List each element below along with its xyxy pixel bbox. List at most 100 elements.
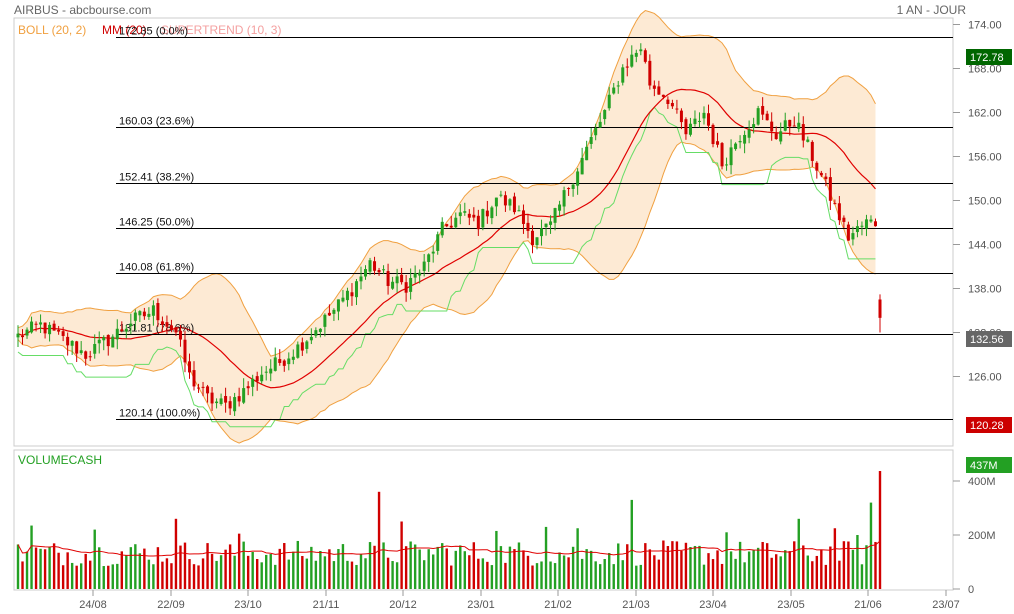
- candle: [327, 304, 331, 316]
- candle: [57, 325, 61, 335]
- candle: [111, 334, 115, 348]
- candle: [273, 347, 277, 372]
- volume-bar: [729, 551, 733, 589]
- candle: [75, 340, 79, 362]
- candle: [409, 268, 413, 300]
- candle: [797, 112, 801, 133]
- volume-bar: [152, 564, 155, 589]
- volume-bar: [386, 557, 390, 589]
- volume-bar: [608, 552, 611, 589]
- candle: [697, 112, 701, 128]
- legend-mm[interactable]: MM (20): [102, 23, 147, 37]
- volume-bar: [246, 555, 250, 589]
- candle: [494, 197, 498, 217]
- candle-body: [305, 341, 309, 349]
- candle: [530, 225, 534, 254]
- volume-bars: [16, 471, 882, 589]
- volume-bar: [779, 556, 782, 589]
- candle: [359, 266, 363, 290]
- volume-bar: [847, 541, 850, 589]
- candle-body: [291, 356, 295, 360]
- candle-body: [219, 398, 223, 405]
- volume-panel: [13, 449, 954, 591]
- volume-bar: [603, 559, 606, 589]
- candle: [693, 110, 697, 127]
- candle: [765, 110, 769, 121]
- candle-body: [57, 329, 61, 332]
- candle: [770, 112, 774, 141]
- volume-bar: [802, 545, 805, 589]
- candle: [521, 204, 525, 234]
- candle-body: [864, 219, 868, 229]
- legend-boll[interactable]: BOLL (20, 2): [18, 23, 87, 37]
- candle-body: [327, 312, 331, 316]
- candle: [133, 309, 137, 330]
- volume-bar: [711, 559, 715, 589]
- x-tick-label: 23/01: [467, 599, 495, 611]
- supertrend-segment: [17, 106, 876, 428]
- last-price-badge: 132.56: [966, 331, 1012, 347]
- candles: [16, 43, 882, 416]
- candle: [526, 214, 530, 239]
- volume-bar: [472, 542, 476, 589]
- candle: [756, 105, 760, 126]
- high-price-badge: 172.78: [966, 49, 1012, 65]
- candle-body: [476, 215, 480, 230]
- candle: [540, 219, 544, 246]
- volume-bar: [283, 543, 286, 589]
- volume-bar: [70, 562, 74, 589]
- bollinger-upper: [17, 10, 876, 357]
- candle: [729, 139, 733, 175]
- volume-bar: [341, 544, 345, 589]
- volume-bar: [89, 560, 92, 589]
- candle: [52, 320, 56, 331]
- candle-body: [670, 102, 674, 107]
- volume-bar: [355, 564, 358, 589]
- candle-body: [246, 386, 250, 389]
- volume-bar: [337, 549, 340, 589]
- candle: [269, 359, 273, 382]
- volume-bar: [865, 545, 868, 589]
- volume-bar: [170, 563, 173, 589]
- fib-label: 120.14 (100.0%): [119, 408, 200, 420]
- candle: [688, 117, 692, 137]
- volume-bar: [463, 551, 466, 589]
- candle: [422, 253, 426, 277]
- candle: [716, 132, 720, 148]
- candle: [481, 208, 485, 231]
- candle: [535, 237, 539, 250]
- candle-body: [418, 272, 422, 276]
- volume-bar: [224, 549, 227, 589]
- volume-bar: [269, 554, 272, 589]
- candle: [120, 321, 124, 333]
- volume-bar: [838, 560, 841, 589]
- candle-body: [707, 113, 711, 126]
- candle: [115, 319, 119, 350]
- volume-bar: [617, 543, 620, 589]
- candle: [571, 183, 575, 197]
- candle-body: [34, 323, 38, 325]
- candle: [476, 209, 480, 236]
- volume-bar: [842, 541, 846, 589]
- period-selector[interactable]: 1 AN - JOUR: [896, 3, 966, 17]
- legend-supertrend[interactable]: SUPERTREND (10, 3): [161, 23, 282, 37]
- volume-bar: [382, 542, 385, 589]
- volume-bar: [165, 558, 169, 589]
- volume-bar: [134, 544, 137, 589]
- candle: [657, 80, 661, 95]
- candle-body: [151, 305, 155, 316]
- candle: [558, 200, 562, 217]
- volume-bar: [274, 564, 277, 589]
- candle-body: [747, 129, 751, 138]
- candle-body: [273, 357, 277, 371]
- volume-bar: [445, 548, 448, 589]
- volume-bar: [422, 560, 426, 589]
- volume-bar: [549, 561, 552, 589]
- candle: [332, 308, 336, 321]
- candle-body: [792, 125, 796, 127]
- candle-body: [661, 94, 665, 97]
- volume-badge: 437M: [966, 457, 1012, 473]
- y-tick-label: 168.00: [968, 64, 1002, 76]
- candle: [400, 267, 404, 285]
